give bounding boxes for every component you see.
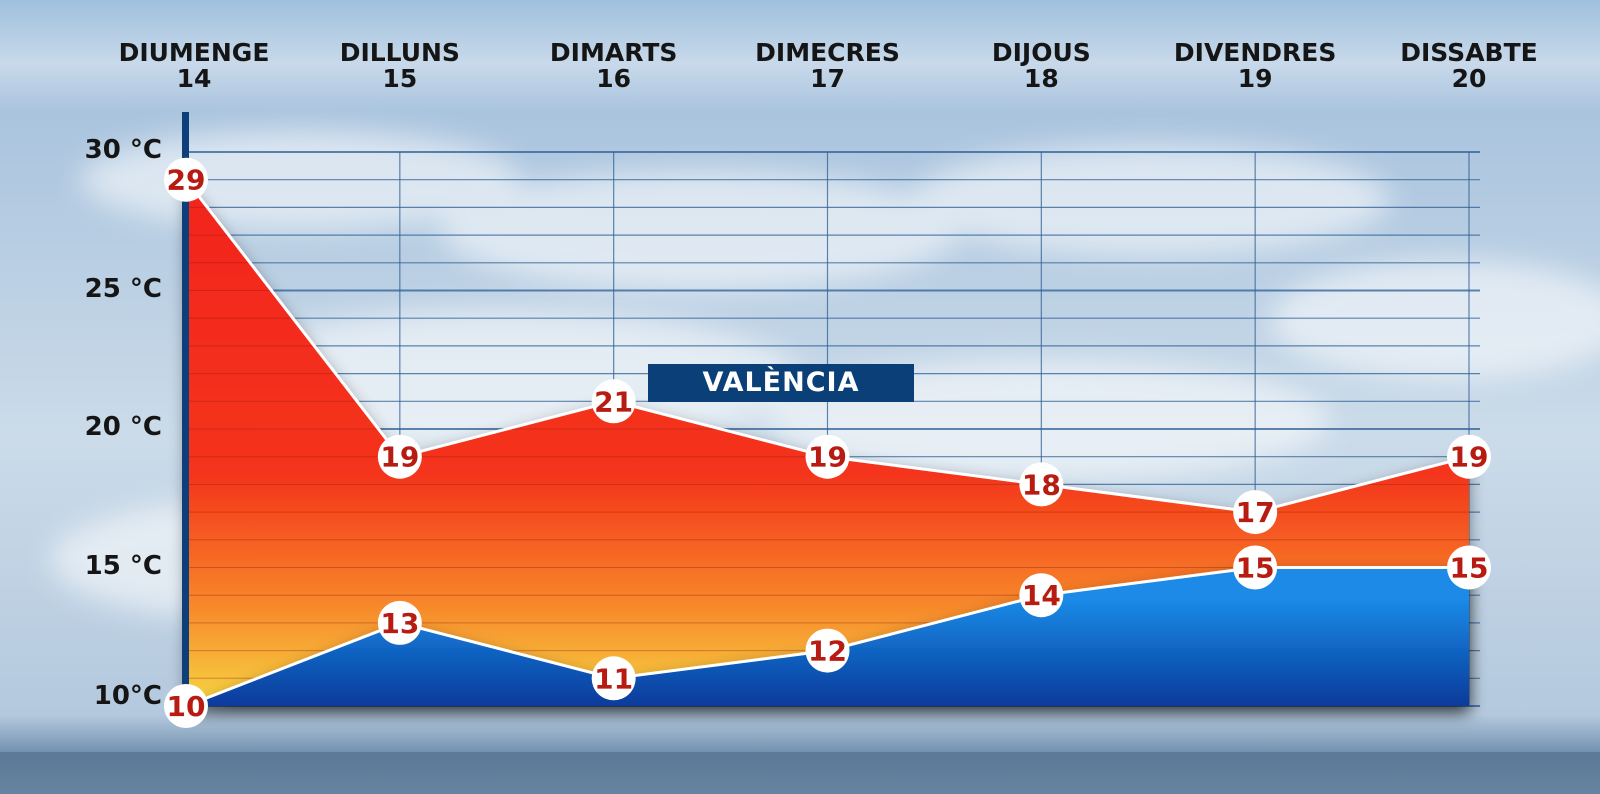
min-point-circle (1233, 545, 1278, 590)
min-point: 10 (164, 684, 208, 728)
min-point-value: 13 (380, 607, 419, 640)
y-tick-label: 20 °C (84, 412, 162, 442)
max-point-value: 18 (1022, 468, 1061, 501)
day-name: DIVENDRES (1173, 38, 1337, 67)
max-point: 17 (1233, 490, 1278, 535)
max-point: 19 (1447, 434, 1491, 479)
y-tick-label: 30 °C (84, 135, 162, 165)
min-point: 13 (377, 600, 422, 645)
max-point: 19 (377, 434, 422, 479)
y-tick-label: 15 °C (84, 550, 162, 581)
day-date: 20 (1451, 64, 1487, 93)
max-point-circle (1019, 462, 1064, 507)
day-date: 15 (382, 64, 418, 93)
day-date: 16 (596, 64, 632, 93)
y-tick-label: 25 °C (84, 273, 162, 304)
day-label: DIVENDRES 19 (1155, 40, 1355, 92)
max-point-circle (591, 379, 636, 424)
chart-title-box: VALÈNCIA (648, 364, 914, 402)
min-point-value: 14 (1022, 579, 1061, 612)
day-label: DISSABTE 20 (1369, 40, 1569, 92)
max-point-value: 19 (1450, 441, 1489, 474)
data-markers: 29 19 21 19 18 17 19 10 13 11 12 14 15 15 (164, 157, 1491, 728)
min-point: 15 (1233, 545, 1278, 590)
day-name: DIMECRES (755, 38, 900, 67)
max-point-circle (1447, 434, 1491, 479)
min-point: 14 (1019, 573, 1064, 618)
day-name: DIJOUS (991, 38, 1091, 67)
max-point-circle (805, 434, 850, 479)
day-name: DISSABTE (1400, 38, 1538, 67)
min-point-value: 12 (808, 635, 847, 668)
min-point: 11 (591, 656, 636, 701)
min-point-value: 15 (1236, 552, 1275, 585)
day-date: 18 (1023, 64, 1059, 93)
day-label: DIMECRES 17 (728, 40, 928, 92)
max-point-value: 21 (594, 385, 633, 418)
min-point-value: 15 (1450, 552, 1489, 585)
max-point: 19 (805, 434, 850, 479)
min-temperature-area (186, 567, 1469, 706)
max-point-value: 19 (808, 441, 847, 474)
min-point-circle (805, 628, 850, 673)
max-point-circle (1233, 490, 1278, 535)
min-point-value: 10 (167, 690, 206, 723)
max-temperature-area (186, 179, 1469, 706)
chart-title: VALÈNCIA (702, 367, 860, 398)
max-point: 21 (591, 379, 636, 424)
max-point: 18 (1019, 462, 1064, 507)
max-point: 29 (164, 157, 208, 202)
day-name: DILLUNS (339, 38, 460, 67)
max-point-circle (164, 157, 208, 202)
min-point-circle (1447, 545, 1491, 590)
max-point-circle (377, 434, 422, 479)
min-point-circle (164, 684, 208, 728)
day-name: DIUMENGE (118, 38, 270, 67)
min-point-value: 11 (594, 662, 633, 695)
max-point-value: 29 (167, 164, 206, 197)
min-point-circle (377, 600, 422, 645)
day-label: DIJOUS 18 (941, 40, 1141, 92)
day-date: 17 (810, 64, 845, 93)
min-point: 15 (1447, 545, 1491, 590)
min-point-circle (1019, 573, 1064, 618)
day-label: DIMARTS 16 (514, 40, 714, 92)
day-date: 14 (176, 64, 212, 93)
min-point: 12 (805, 628, 850, 673)
day-name: DIMARTS (549, 38, 678, 67)
max-point-value: 19 (380, 441, 419, 474)
day-date: 19 (1237, 64, 1273, 93)
min-point-circle (591, 656, 636, 701)
day-label: DILLUNS 15 (300, 40, 500, 92)
y-axis-line (182, 112, 189, 712)
y-tick-label: 10°C (93, 681, 162, 711)
day-label: DIUMENGE 14 (94, 40, 294, 92)
max-point-value: 17 (1236, 496, 1275, 529)
